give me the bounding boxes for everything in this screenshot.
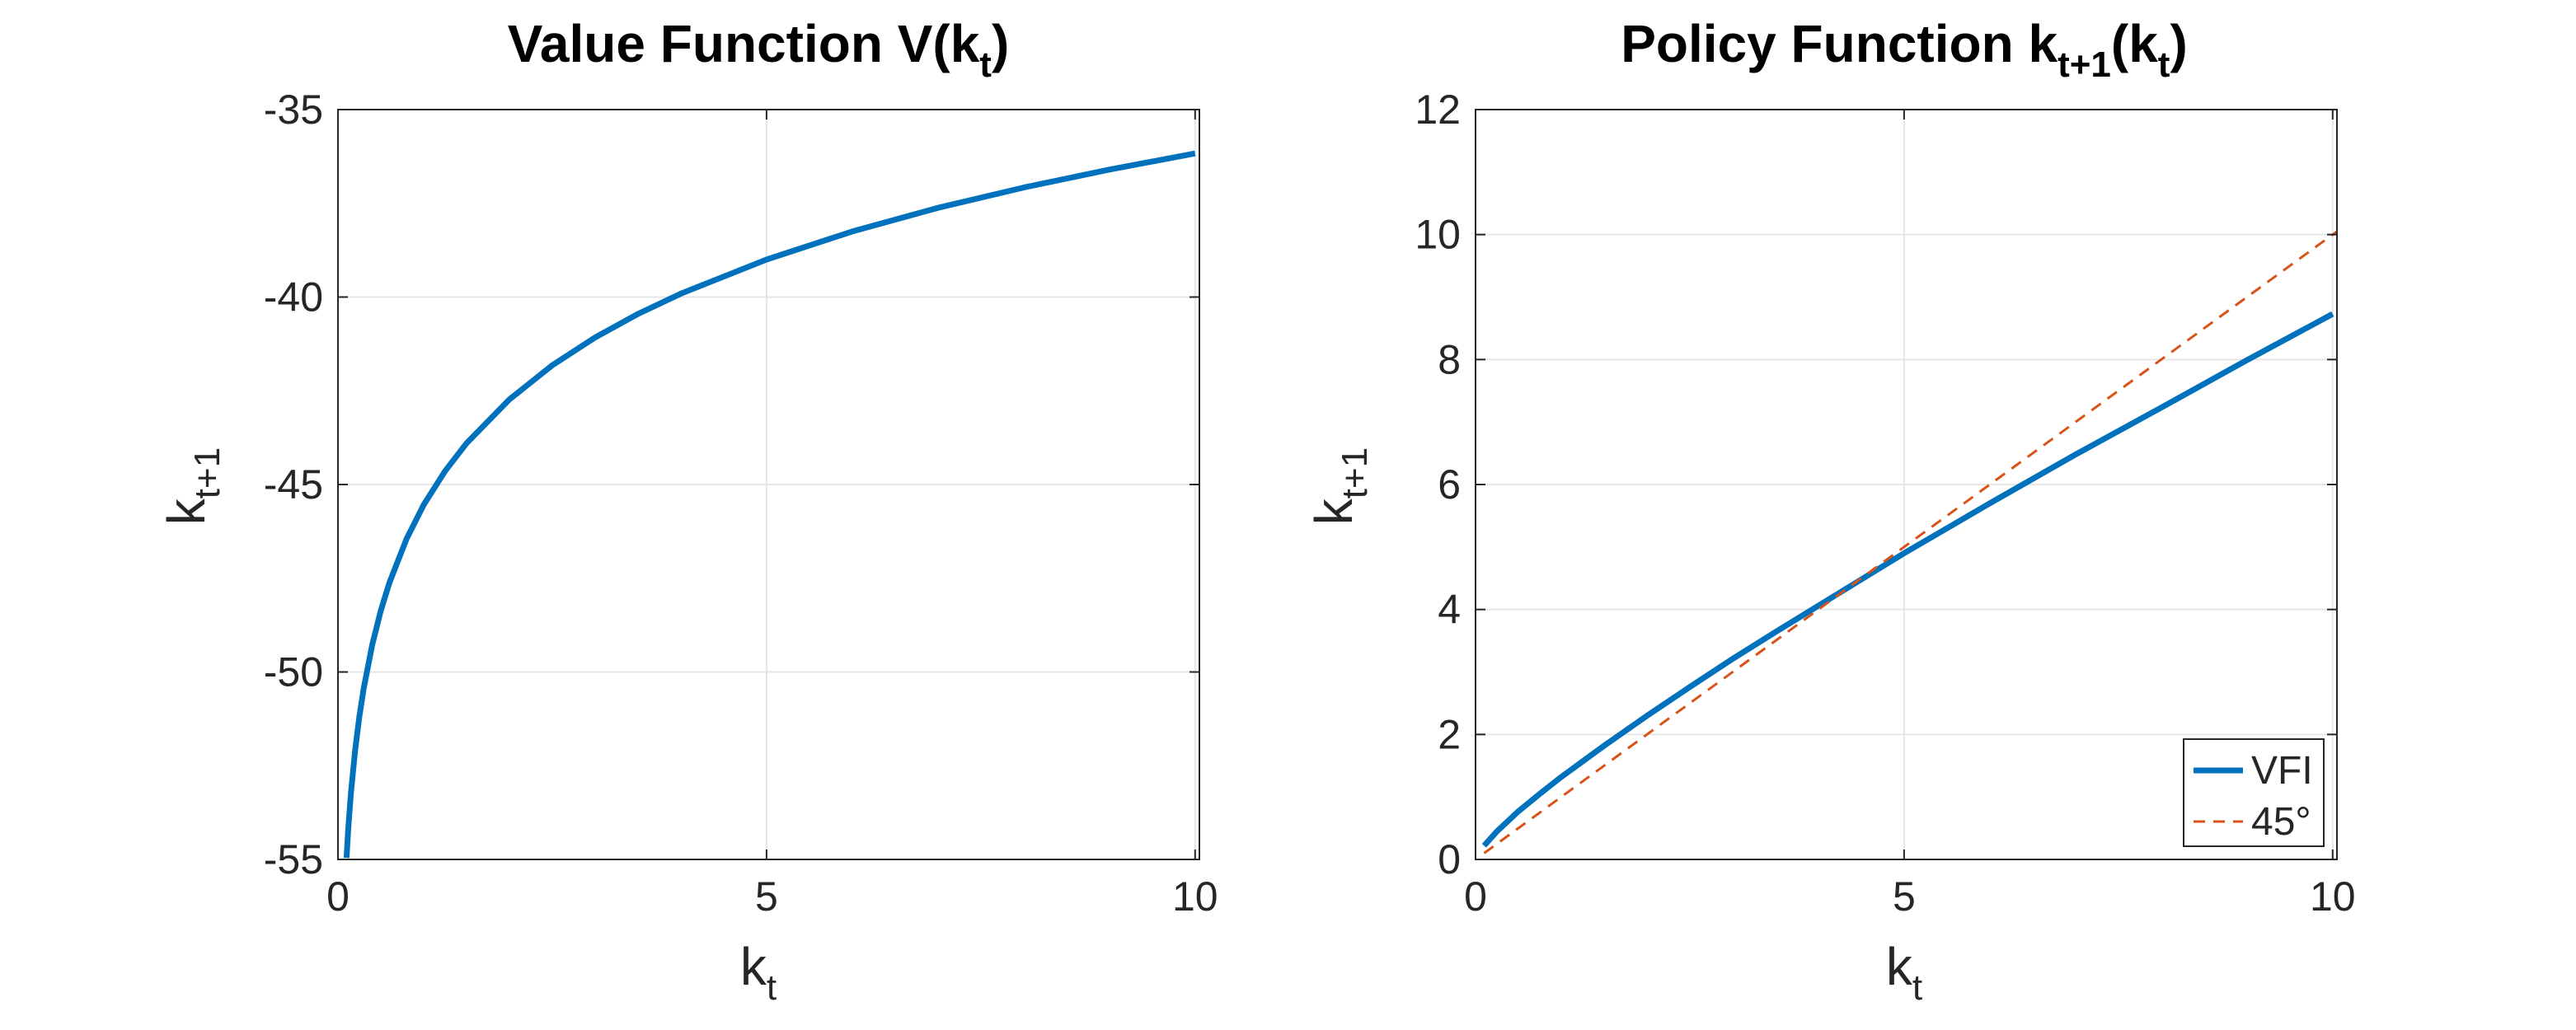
value-function-x-label: kt: [740, 937, 777, 1008]
value-function-title: Value Function V(kt): [508, 14, 1010, 85]
policy-function-series-line-1: [1481, 311, 2334, 848]
policy-function-x-tick-label: 10: [2310, 873, 2356, 920]
policy-function-x-tick-label: 0: [1464, 873, 1487, 920]
value-function-y-tick-label: -50: [264, 649, 323, 695]
policy-function-y-tick-label: 6: [1438, 461, 1461, 508]
value-function-x-tick-label: 5: [755, 873, 778, 920]
policy-function-y-tick-label: 10: [1415, 212, 1461, 258]
policy-function-plot-area: 0 5 10 0 2 4 6 8 10 12: [1415, 87, 2355, 920]
value-function-panel: Value Function V(kt) 0 5 10 -55 -50 -45 -40 -35…: [157, 14, 1218, 1008]
value-function-x-tick-label: 0: [326, 873, 350, 920]
policy-function-y-tick-label: 0: [1438, 836, 1461, 883]
value-function-y-tick-label: -55: [264, 836, 323, 883]
policy-function-x-tick-label: 5: [1893, 873, 1916, 920]
legend-box: [2183, 738, 2325, 847]
value-function-y-tick-label: -45: [264, 461, 323, 508]
policy-function-y-tick-label: 4: [1438, 587, 1461, 633]
policy-function-y-label: kt+1: [1304, 447, 1375, 525]
policy-function-series-line-2: [1483, 230, 2337, 854]
value-function-plot-area: 0 5 10 -55 -50 -45 -40 -35: [264, 87, 1218, 920]
legend-label-1: VFI: [2251, 749, 2313, 793]
legend-label-2: 45°: [2251, 800, 2311, 844]
value-function-y-tick-label: -35: [264, 87, 323, 133]
value-function-series-line-1: [343, 150, 1196, 859]
value-function-y-tick-label: -40: [264, 274, 323, 321]
value-function-x-tick-label: 10: [1172, 873, 1218, 920]
policy-function-legend: VFI 45°: [2183, 738, 2325, 847]
policy-function-y-tick-label: 2: [1438, 711, 1461, 757]
policy-function-title: Policy Function kt+1(kt): [1621, 14, 2188, 85]
value-function-y-label: kt+1: [157, 447, 228, 525]
policy-function-y-tick-label: 12: [1415, 87, 1461, 133]
policy-function-panel: Policy Function kt+1(kt) 0 5 10 0 2 4 6 8 10 12 k…: [1304, 14, 2356, 1008]
policy-function-y-tick-label: 8: [1438, 336, 1461, 382]
policy-function-x-label: kt: [1886, 937, 1922, 1008]
